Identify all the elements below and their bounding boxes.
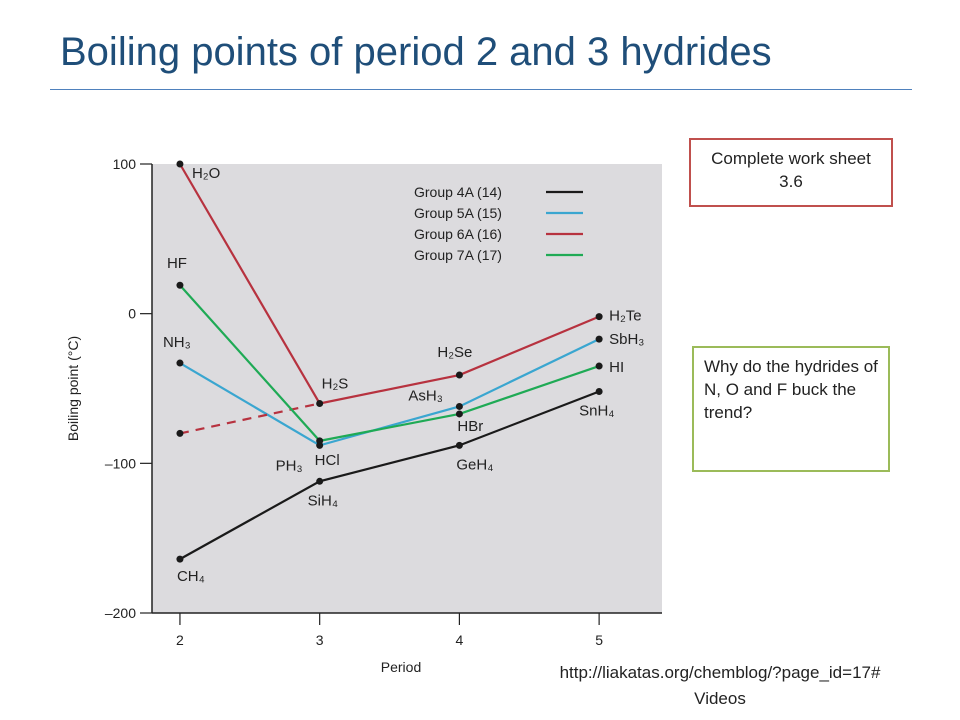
compound-label: GeH₄ [456, 456, 493, 473]
x-tick-label: 2 [176, 632, 184, 648]
extrapolated-point [176, 429, 184, 437]
legend-label: Group 6A (16) [414, 226, 502, 242]
series-line [178, 163, 600, 405]
compound-label: HF [167, 255, 187, 272]
data-point [316, 437, 324, 445]
y-tick-label: –100 [105, 455, 136, 471]
legend-label: Group 4A (14) [414, 184, 502, 200]
y-axis-title: Boiling point (°C) [65, 336, 81, 441]
extrapolated-line [179, 402, 320, 435]
data-point [176, 359, 184, 367]
compound-label: H₂S [322, 375, 349, 392]
chart-legend: Group 4A (14) Group 5A (15) Group 6A (16) G… [414, 184, 583, 263]
compound-label: SiH₄ [308, 492, 338, 509]
y-tick-label: 100 [113, 156, 137, 172]
compound-label: PH₃ [276, 457, 303, 474]
slide-title: Boiling points of period 2 and 3 hydride… [60, 30, 772, 74]
question-note-text: Why do the hydrides of N, O and F buck t… [704, 357, 878, 422]
data-point [176, 281, 184, 289]
boiling-point-chart: 100 0 –100 –200 2 3 4 5 CH₄ SiH₄ GeH₄ SnH₄ NH₃ PH₃ A… [65, 156, 662, 675]
compound-label: H₂O [192, 165, 220, 182]
compound-label: H₂Se [437, 344, 472, 361]
compound-label: AsH₃ [408, 387, 442, 404]
data-point [455, 402, 463, 410]
x-axis-title: Period [381, 659, 421, 675]
x-tick-label: 3 [316, 632, 324, 648]
data-point [595, 387, 603, 395]
compound-label: HCl [315, 452, 340, 469]
plot-area [152, 164, 662, 613]
data-point [455, 410, 463, 418]
x-tick-label: 5 [595, 632, 603, 648]
source-url-suffix[interactable]: Videos [694, 688, 746, 708]
compound-label: NH₃ [163, 334, 191, 351]
series-lines [178, 163, 600, 561]
question-note: Why do the hydrides of N, O and F buck t… [692, 346, 890, 472]
y-tick-label: –200 [105, 605, 136, 621]
series-points [176, 160, 603, 563]
title-underline [50, 89, 912, 90]
compound-labels: CH₄ SiH₄ GeH₄ SnH₄ NH₃ PH₃ AsH₃ SbH₃ H₂O H₂S H₂Se H… [163, 165, 644, 585]
data-point [316, 477, 324, 485]
data-point [595, 362, 603, 370]
compound-label: SnH₄ [579, 402, 614, 419]
worksheet-note: Complete work sheet 3.6 [689, 138, 893, 207]
source-link[interactable]: http://liakatas.org/chemblog/?page_id=17… [490, 660, 950, 711]
y-tick-label: 0 [128, 306, 136, 322]
source-url-text[interactable]: http://liakatas.org/chemblog/?page_id=17… [559, 663, 881, 682]
data-point [455, 371, 463, 379]
data-point [595, 335, 603, 343]
compound-label: HBr [457, 418, 483, 435]
legend-label: Group 5A (15) [414, 205, 502, 221]
data-point [455, 441, 463, 449]
compound-label: HI [609, 359, 624, 376]
compound-label: SbH₃ [609, 331, 644, 348]
x-tick-label: 4 [455, 632, 463, 648]
compound-label: H₂Te [609, 308, 642, 325]
data-point [176, 160, 184, 168]
data-point [316, 399, 324, 407]
data-point [595, 313, 603, 321]
series-line [179, 390, 600, 561]
series-line [179, 338, 600, 447]
compound-label: CH₄ [177, 568, 205, 585]
data-point [176, 555, 184, 563]
y-axis-ticks: 100 0 –100 –200 [105, 156, 152, 621]
worksheet-note-text: Complete work sheet 3.6 [711, 149, 871, 191]
legend-label: Group 7A (17) [414, 247, 502, 263]
x-axis-ticks: 2 3 4 5 [176, 613, 603, 648]
series-line [179, 284, 600, 443]
